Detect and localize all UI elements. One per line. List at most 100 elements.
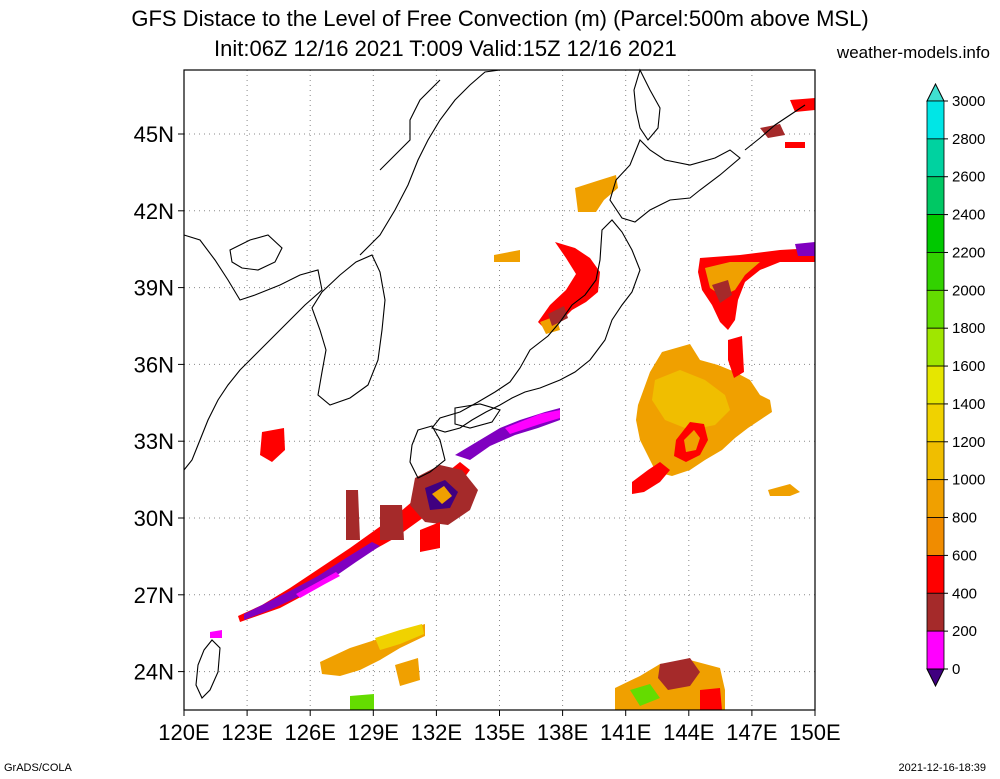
field-red-east-strip (728, 336, 744, 378)
colorbar-swatch (926, 630, 945, 670)
coast-honshu (431, 219, 641, 433)
coast-hokkaido (609, 139, 741, 223)
colorbar-label: 600 (952, 547, 977, 564)
coastlines (183, 68, 806, 699)
colorbar-swatch (926, 138, 945, 178)
field-red-honshu (538, 242, 600, 330)
lon-tick-label: 141E (600, 720, 651, 745)
colorbar-label: 1400 (952, 396, 985, 413)
lon-axis-labels: 120E 123E 126E 129E 132E 135E 138E 141E 144E 147E… (158, 720, 840, 745)
field-orange-east-frag (768, 484, 800, 496)
coast-kurils (744, 104, 806, 151)
colorbar-label: 2800 (952, 131, 985, 148)
colorbar-swatch (926, 100, 945, 140)
colorbar-swatch (926, 365, 945, 405)
field-magenta-taiwan (210, 630, 222, 638)
footer-timestamp: 2021-12-16-18:39 (898, 762, 986, 774)
site-label: weather-models.info (836, 43, 990, 62)
lon-tick-label: 150E (789, 720, 840, 745)
field-red-china (260, 428, 285, 462)
field-orange-pacific-b (652, 370, 730, 430)
chart-subtitle: Init:06Z 12/16 2021 T:009 Valid:15Z 12/1… (214, 36, 677, 61)
shaded-field (210, 98, 815, 710)
colorbar-label: 2400 (952, 207, 985, 224)
colorbar-bottom-arrow (926, 668, 945, 688)
lon-tick-label: 129E (348, 720, 399, 745)
lat-tick-label: 42N (134, 199, 174, 224)
field-red-topright-2 (785, 142, 805, 148)
map-frame (183, 69, 816, 711)
chart-title: GFS Distace to the Level of Free Convect… (131, 6, 869, 31)
field-orange-sea-japan (494, 250, 520, 262)
coast-sakhalin (633, 68, 661, 141)
field-green-south (350, 694, 374, 710)
coast-korea (311, 254, 386, 406)
colorbar-label: 2200 (952, 244, 985, 261)
colorbar-label: 3000 (952, 93, 985, 110)
colorbar-swatch (926, 289, 945, 329)
colorbar-label: 800 (952, 510, 977, 527)
colorbar-label: 400 (952, 585, 977, 602)
field-purple-ne-edge (795, 242, 815, 256)
lat-tick-label: 30N (134, 506, 174, 531)
colorbar-swatch (926, 176, 945, 216)
field-brown-northeast (712, 280, 732, 303)
colorbar-label: 1800 (952, 320, 985, 337)
lon-tick-label: 138E (537, 720, 588, 745)
coast-china (183, 234, 323, 471)
coast-kyushu (409, 425, 446, 479)
coast-russia (359, 69, 501, 256)
lat-axis-labels: 45N 42N 39N 36N 33N 30N 27N 24N (134, 122, 174, 685)
lat-tick-label: 27N (134, 583, 174, 608)
field-brown-honshu (548, 306, 568, 326)
colorbar-swatch (926, 592, 945, 632)
field-yellow-south (375, 624, 424, 650)
colorbar-swatch (926, 479, 945, 518)
colorbar: 3000 2800 2600 2400 2200 2000 1800 1600 1400 1200… (926, 82, 985, 688)
lon-tick-label: 132E (411, 720, 462, 745)
lon-tick-label: 135E (474, 720, 525, 745)
colorbar-label: 1600 (952, 358, 985, 375)
lon-tick-label: 144E (663, 720, 714, 745)
field-shikoku-magenta (505, 410, 560, 434)
lat-tick-label: 33N (134, 429, 174, 454)
colorbar-swatch (926, 517, 945, 556)
colorbar-label: 2000 (952, 282, 985, 299)
lon-tick-label: 147E (726, 720, 777, 745)
field-orange-core (684, 430, 700, 452)
field-south-east-green (630, 684, 660, 706)
field-south-east-red (700, 688, 722, 710)
coast-bohai (229, 234, 283, 271)
field-orange-hokkaido (575, 175, 618, 212)
lat-tick-label: 24N (134, 660, 174, 685)
colorbar-label: 0 (952, 661, 960, 678)
footer-credit: GrADS/COLA (4, 762, 72, 774)
colorbar-swatch (926, 252, 945, 291)
colorbar-swatch (926, 327, 945, 367)
lon-tick-label: 123E (221, 720, 272, 745)
field-brown-sw (346, 490, 360, 540)
field-ryukyu-magenta (296, 572, 340, 598)
colorbar-label: 2600 (952, 169, 985, 186)
colorbar-swatch (926, 214, 945, 253)
field-brown-sw2 (380, 505, 404, 540)
field-kyushu-orange (432, 486, 452, 504)
lat-tick-label: 36N (134, 352, 174, 377)
coast-russia-2 (379, 79, 441, 171)
colorbar-swatch (926, 441, 945, 481)
colorbar-label: 1000 (952, 472, 985, 489)
field-red-topright (790, 98, 815, 112)
lon-tick-label: 120E (158, 720, 209, 745)
field-red-chain (632, 462, 670, 494)
colorbar-label: 1200 (952, 434, 985, 451)
field-ryukyu-purple (244, 542, 380, 620)
lon-tick-label: 126E (285, 720, 336, 745)
coast-shikoku (454, 403, 501, 429)
lat-tick-label: 39N (134, 276, 174, 301)
field-red-kyushu-s (420, 522, 440, 552)
lat-tick-label: 45N (134, 122, 174, 147)
coast-taiwan (195, 639, 221, 699)
colorbar-top-arrow (926, 82, 945, 102)
colorbar-swatch (926, 555, 945, 594)
